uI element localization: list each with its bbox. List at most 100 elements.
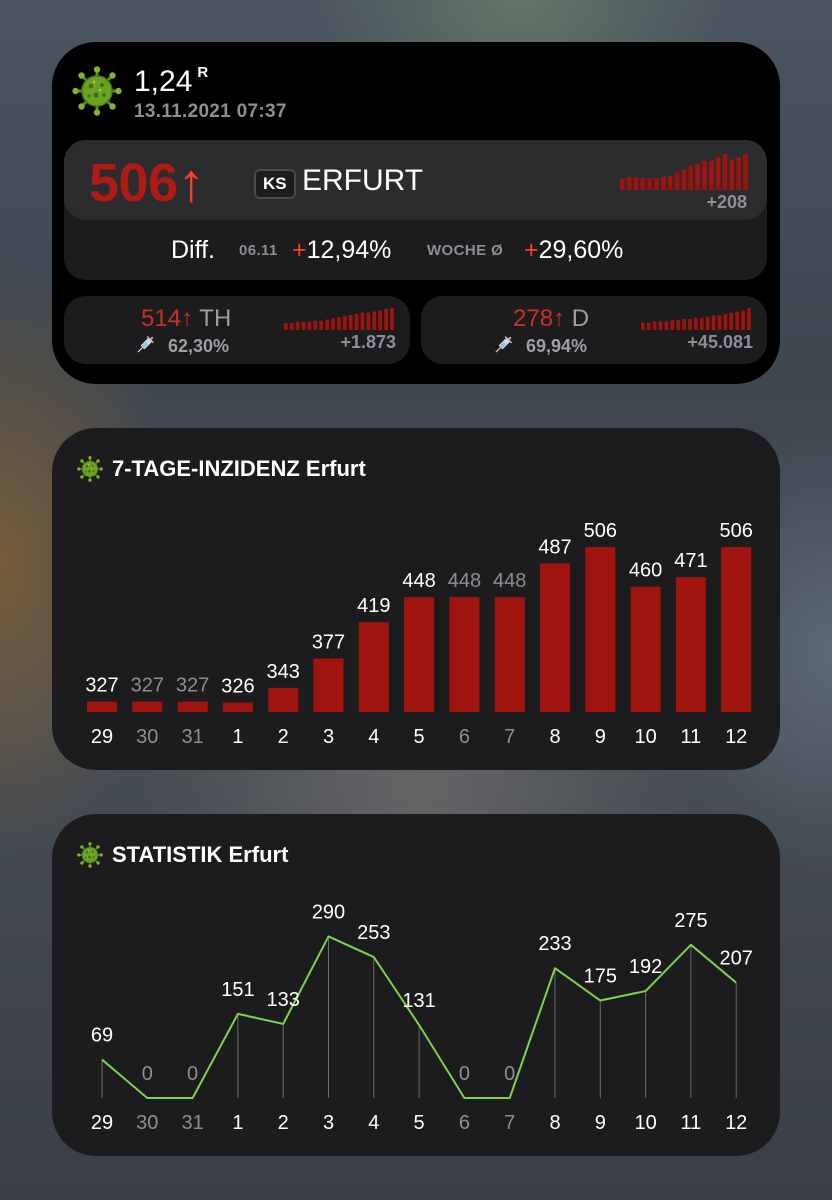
spark-bar	[289, 323, 294, 330]
spark-bar	[674, 172, 680, 190]
spark-bar	[743, 154, 748, 190]
incidence-bar	[132, 701, 163, 712]
country-sparkline	[641, 308, 751, 330]
bar-value-label: 377	[312, 631, 345, 653]
point-value-label: 175	[584, 966, 617, 988]
spark-bar	[633, 176, 639, 190]
spark-bar	[319, 320, 324, 330]
spark-bar	[729, 159, 735, 190]
spark-bar	[702, 160, 707, 190]
spark-bar	[723, 314, 728, 330]
x-tick-label: 31	[181, 726, 203, 748]
incidence-bar	[449, 597, 480, 712]
point-value-label: 0	[187, 1063, 198, 1085]
bar-value-label: 343	[267, 661, 300, 683]
bar-value-label: 419	[357, 595, 390, 617]
x-tick-label: 7	[504, 1112, 515, 1134]
spark-bar	[729, 312, 734, 330]
spark-bar	[307, 321, 312, 330]
x-tick-label: 6	[459, 726, 470, 748]
syringe-icon	[492, 334, 514, 356]
country-weekly-sum: +45.081	[687, 332, 753, 352]
state-vaccination-rate: 62,30%	[168, 336, 230, 356]
x-tick-label: 8	[549, 1112, 560, 1134]
spark-bar	[372, 311, 377, 330]
x-tick-label: 31	[181, 1112, 203, 1134]
syringe-icon	[134, 334, 156, 356]
x-tick-label: 10	[634, 1112, 656, 1134]
city-sparkline	[620, 154, 748, 190]
point-value-label: 0	[142, 1063, 153, 1085]
incidence-bar	[313, 658, 344, 712]
spark-bar	[722, 154, 728, 190]
x-tick-label: 2	[278, 726, 289, 748]
spark-bar	[661, 176, 666, 190]
incidence-bar	[675, 577, 706, 712]
spark-bar	[313, 320, 318, 330]
x-tick-label: 2	[278, 1112, 289, 1134]
spark-bar	[715, 157, 721, 190]
bar-value-label: 506	[720, 520, 753, 542]
virus-icon	[72, 66, 122, 116]
spark-bar	[348, 314, 353, 330]
x-tick-label: 3	[323, 1112, 334, 1134]
spark-bar	[658, 321, 663, 330]
spark-bar	[676, 320, 681, 330]
up-arrow-icon: ↑	[553, 305, 566, 332]
x-tick-label: 4	[368, 1112, 379, 1134]
spark-bar	[711, 315, 716, 330]
x-tick-label: 29	[91, 726, 113, 748]
spark-bar	[640, 178, 646, 190]
up-arrow-icon: ↑	[177, 153, 205, 213]
spark-bar	[284, 323, 288, 330]
x-tick-label: 5	[414, 726, 425, 748]
spark-bar	[688, 166, 694, 190]
spark-bar	[717, 315, 722, 330]
spark-bar	[747, 308, 751, 330]
bar-value-label: 327	[85, 675, 118, 697]
x-tick-label: 1	[232, 1112, 243, 1134]
timestamp: 13.11.2021 07:37	[134, 101, 287, 122]
point-value-label: 275	[674, 910, 707, 932]
state-incidence: 514↑ TH	[141, 305, 232, 332]
summary-widget[interactable]: 1,24 R 13.11.2021 07:37 506↑ KS ERFURT +2…	[52, 42, 780, 384]
spark-bar	[735, 311, 740, 330]
point-value-label: 151	[221, 979, 254, 1001]
bar-value-label: 460	[629, 560, 662, 582]
bar-value-label: 448	[402, 570, 435, 592]
x-tick-label: 30	[136, 1112, 158, 1134]
cases-line-chart: 6929030031151113322903253413150607233817…	[91, 901, 753, 1134]
incidence-bar-chart: 327 29 327 30 327 31 326 1 343 2 377 3 419 4 448 5 448 6 4…	[85, 520, 753, 748]
spark-bar	[390, 308, 394, 330]
incidence-bar	[87, 701, 117, 712]
x-tick-label: 8	[549, 726, 560, 748]
spark-bar	[688, 319, 692, 330]
city-weekly-sum: +208	[706, 192, 747, 212]
spark-bar	[295, 321, 300, 330]
point-value-label: 192	[629, 956, 662, 978]
incidence-widget[interactable]: 7-TAGE-INZIDENZ Erfurt 327 29 327 30 327 31 32…	[52, 428, 780, 770]
spark-bar	[325, 319, 329, 330]
point-value-label: 0	[459, 1063, 470, 1085]
spark-bar	[337, 317, 341, 330]
x-tick-label: 3	[323, 726, 334, 748]
state-sparkline	[284, 308, 394, 330]
incidence-bar	[630, 586, 661, 712]
statistics-title: STATISTIK Erfurt	[112, 842, 289, 867]
city-panel: 506↑ KS ERFURT +208 Diff. 06.11 +12,94% …	[64, 140, 767, 280]
spark-bar	[670, 320, 675, 330]
cases-line	[101, 935, 737, 1099]
incidence-bar	[222, 702, 253, 712]
spark-bar	[664, 321, 669, 330]
statistics-widget[interactable]: STATISTIK Erfurt 69 29 0 30 0 31 151 1 133 2 290 3 2…	[52, 814, 780, 1156]
incidence-bar	[494, 597, 525, 712]
bar-value-label: 448	[493, 570, 526, 592]
city-row: 506↑ KS ERFURT +208	[64, 140, 767, 220]
bar-value-label: 326	[221, 675, 254, 697]
bar-value-label: 487	[538, 536, 571, 558]
spark-bar	[384, 309, 388, 330]
incidence-bar	[585, 547, 616, 712]
diff-date: 06.11	[239, 242, 278, 259]
state-panel: 514↑ TH 62,30% +1.873	[64, 296, 410, 364]
state-weekly-sum: +1.873	[340, 332, 396, 352]
